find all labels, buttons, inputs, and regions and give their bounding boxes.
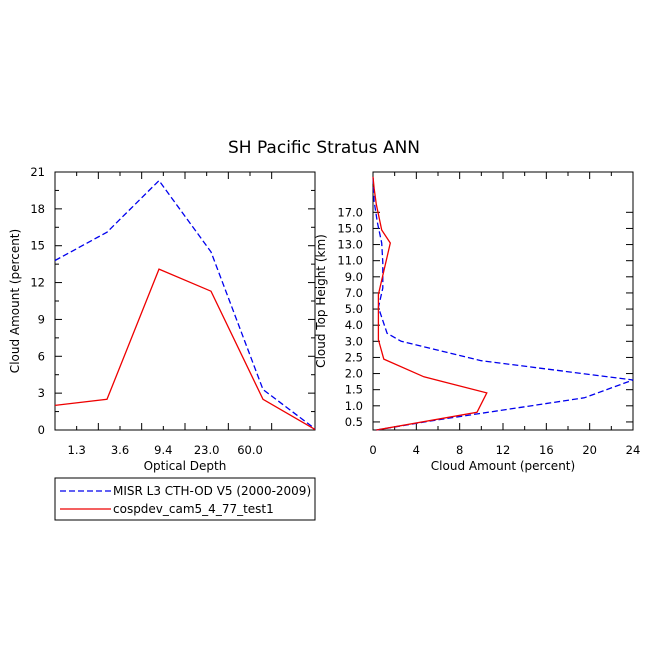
left-y-tick-label: 0 — [38, 423, 45, 437]
right-y-tick-label: 11.0 — [337, 254, 363, 268]
left-y-tick-label: 18 — [30, 202, 45, 216]
left-series-cosp — [54, 268, 316, 430]
left-y-tick-label: 15 — [30, 239, 45, 253]
right-panel: 0 4 8 12 16 20 24 0.5 1.0 1.5 2.0 2.5 3.0 4.0 5.0 7.0 9.… — [314, 171, 640, 473]
left-x-tick-label: 60.0 — [237, 443, 263, 457]
left-series-group — [54, 179, 316, 430]
left-x-axis-label: Optical Depth — [144, 459, 227, 473]
right-y-axis-label: Cloud Top Height (km) — [314, 234, 328, 368]
right-y-tick-label: 13.0 — [337, 238, 363, 252]
legend-box — [54, 477, 316, 521]
chart-title: SH Pacific Stratus ANN — [228, 138, 420, 158]
left-plot-frame — [54, 171, 316, 431]
right-y-tick-label: 15.0 — [337, 221, 363, 235]
right-plot-frame — [372, 171, 634, 431]
right-y-tick-label: 1.0 — [345, 399, 363, 413]
right-x-tick-label: 12 — [496, 443, 511, 457]
right-x-tick-label: 0 — [369, 443, 376, 457]
right-y-tick-label: 2.0 — [345, 367, 363, 381]
left-y-tick-label: 6 — [38, 349, 45, 363]
left-y-tick-label: 12 — [30, 276, 45, 290]
left-x-tick-label: 1.3 — [68, 443, 86, 457]
right-y-tick-label: 0.5 — [345, 415, 363, 429]
right-y-tick-label: 1.5 — [345, 383, 363, 397]
right-x-tick-label: 24 — [626, 443, 641, 457]
right-y-tick-label: 4.0 — [345, 318, 363, 332]
left-y-tick-label: 21 — [30, 165, 45, 179]
left-x-tick-label: 23.0 — [194, 443, 220, 457]
right-y-tick-label: 7.0 — [345, 286, 363, 300]
right-series-cosp — [372, 176, 488, 431]
left-series-misr — [54, 179, 316, 430]
right-series-group — [372, 176, 634, 431]
right-y-tick-label: 9.0 — [345, 270, 363, 284]
left-x-tick-label: 9.4 — [154, 443, 172, 457]
right-y-tick-label: 17.0 — [337, 205, 363, 219]
right-axis-ticks: 0 4 8 12 16 20 24 0.5 1.0 1.5 2.0 2.5 3.0 4.0 5.0 7.0 9.… — [337, 172, 640, 457]
left-y-tick-label: 9 — [38, 312, 45, 326]
right-series-misr — [372, 176, 634, 431]
right-x-tick-label: 20 — [582, 443, 597, 457]
legend-label-misr: MISR L3 CTH-OD V5 (2000-2009) — [113, 484, 311, 498]
right-y-tick-label: 5.0 — [345, 302, 363, 316]
left-x-tick-label: 3.6 — [111, 443, 129, 457]
left-axis-ticks: 1.3 3.6 9.4 23.0 60.0 0 3 6 9 12 15 18 21 — [30, 165, 315, 457]
legend-label-cosp: cospdev_cam5_4_77_test1 — [113, 502, 274, 516]
right-y-tick-label: 3.0 — [345, 334, 363, 348]
right-x-tick-label: 16 — [539, 443, 554, 457]
left-y-tick-label: 3 — [38, 386, 45, 400]
right-y-tick-label: 2.5 — [345, 350, 363, 364]
left-panel: 1.3 3.6 9.4 23.0 60.0 0 3 6 9 12 15 18 21 Optical De… — [8, 165, 316, 473]
right-x-axis-label: Cloud Amount (percent) — [431, 459, 575, 473]
left-y-axis-label: Cloud Amount (percent) — [8, 229, 22, 373]
legend: MISR L3 CTH-OD V5 (2000-2009) cospdev_ca… — [54, 477, 316, 521]
right-x-tick-label: 8 — [456, 443, 463, 457]
right-x-tick-label: 4 — [413, 443, 420, 457]
